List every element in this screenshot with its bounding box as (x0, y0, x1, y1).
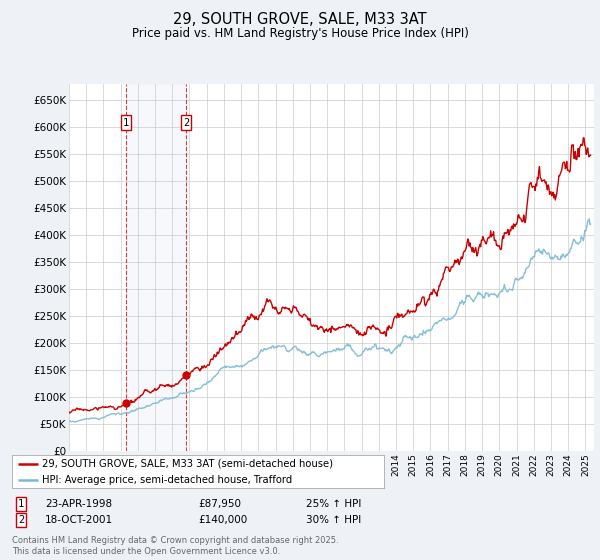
Text: 18-OCT-2001: 18-OCT-2001 (45, 515, 113, 525)
Text: 25% ↑ HPI: 25% ↑ HPI (306, 499, 361, 509)
Text: 2: 2 (183, 118, 189, 128)
Text: Contains HM Land Registry data © Crown copyright and database right 2025.
This d: Contains HM Land Registry data © Crown c… (12, 536, 338, 556)
Text: 23-APR-1998: 23-APR-1998 (45, 499, 112, 509)
Bar (126, 84, 186, 451)
Text: 30% ↑ HPI: 30% ↑ HPI (306, 515, 361, 525)
Text: £140,000: £140,000 (198, 515, 247, 525)
Text: £87,950: £87,950 (198, 499, 241, 509)
Text: Price paid vs. HM Land Registry's House Price Index (HPI): Price paid vs. HM Land Registry's House … (131, 27, 469, 40)
Text: 1: 1 (123, 118, 129, 128)
Text: 2: 2 (18, 515, 24, 525)
Text: 1: 1 (18, 499, 24, 509)
Text: 29, SOUTH GROVE, SALE, M33 3AT: 29, SOUTH GROVE, SALE, M33 3AT (173, 12, 427, 27)
Text: 29, SOUTH GROVE, SALE, M33 3AT (semi-detached house): 29, SOUTH GROVE, SALE, M33 3AT (semi-det… (42, 459, 333, 469)
Text: HPI: Average price, semi-detached house, Trafford: HPI: Average price, semi-detached house,… (42, 475, 292, 485)
